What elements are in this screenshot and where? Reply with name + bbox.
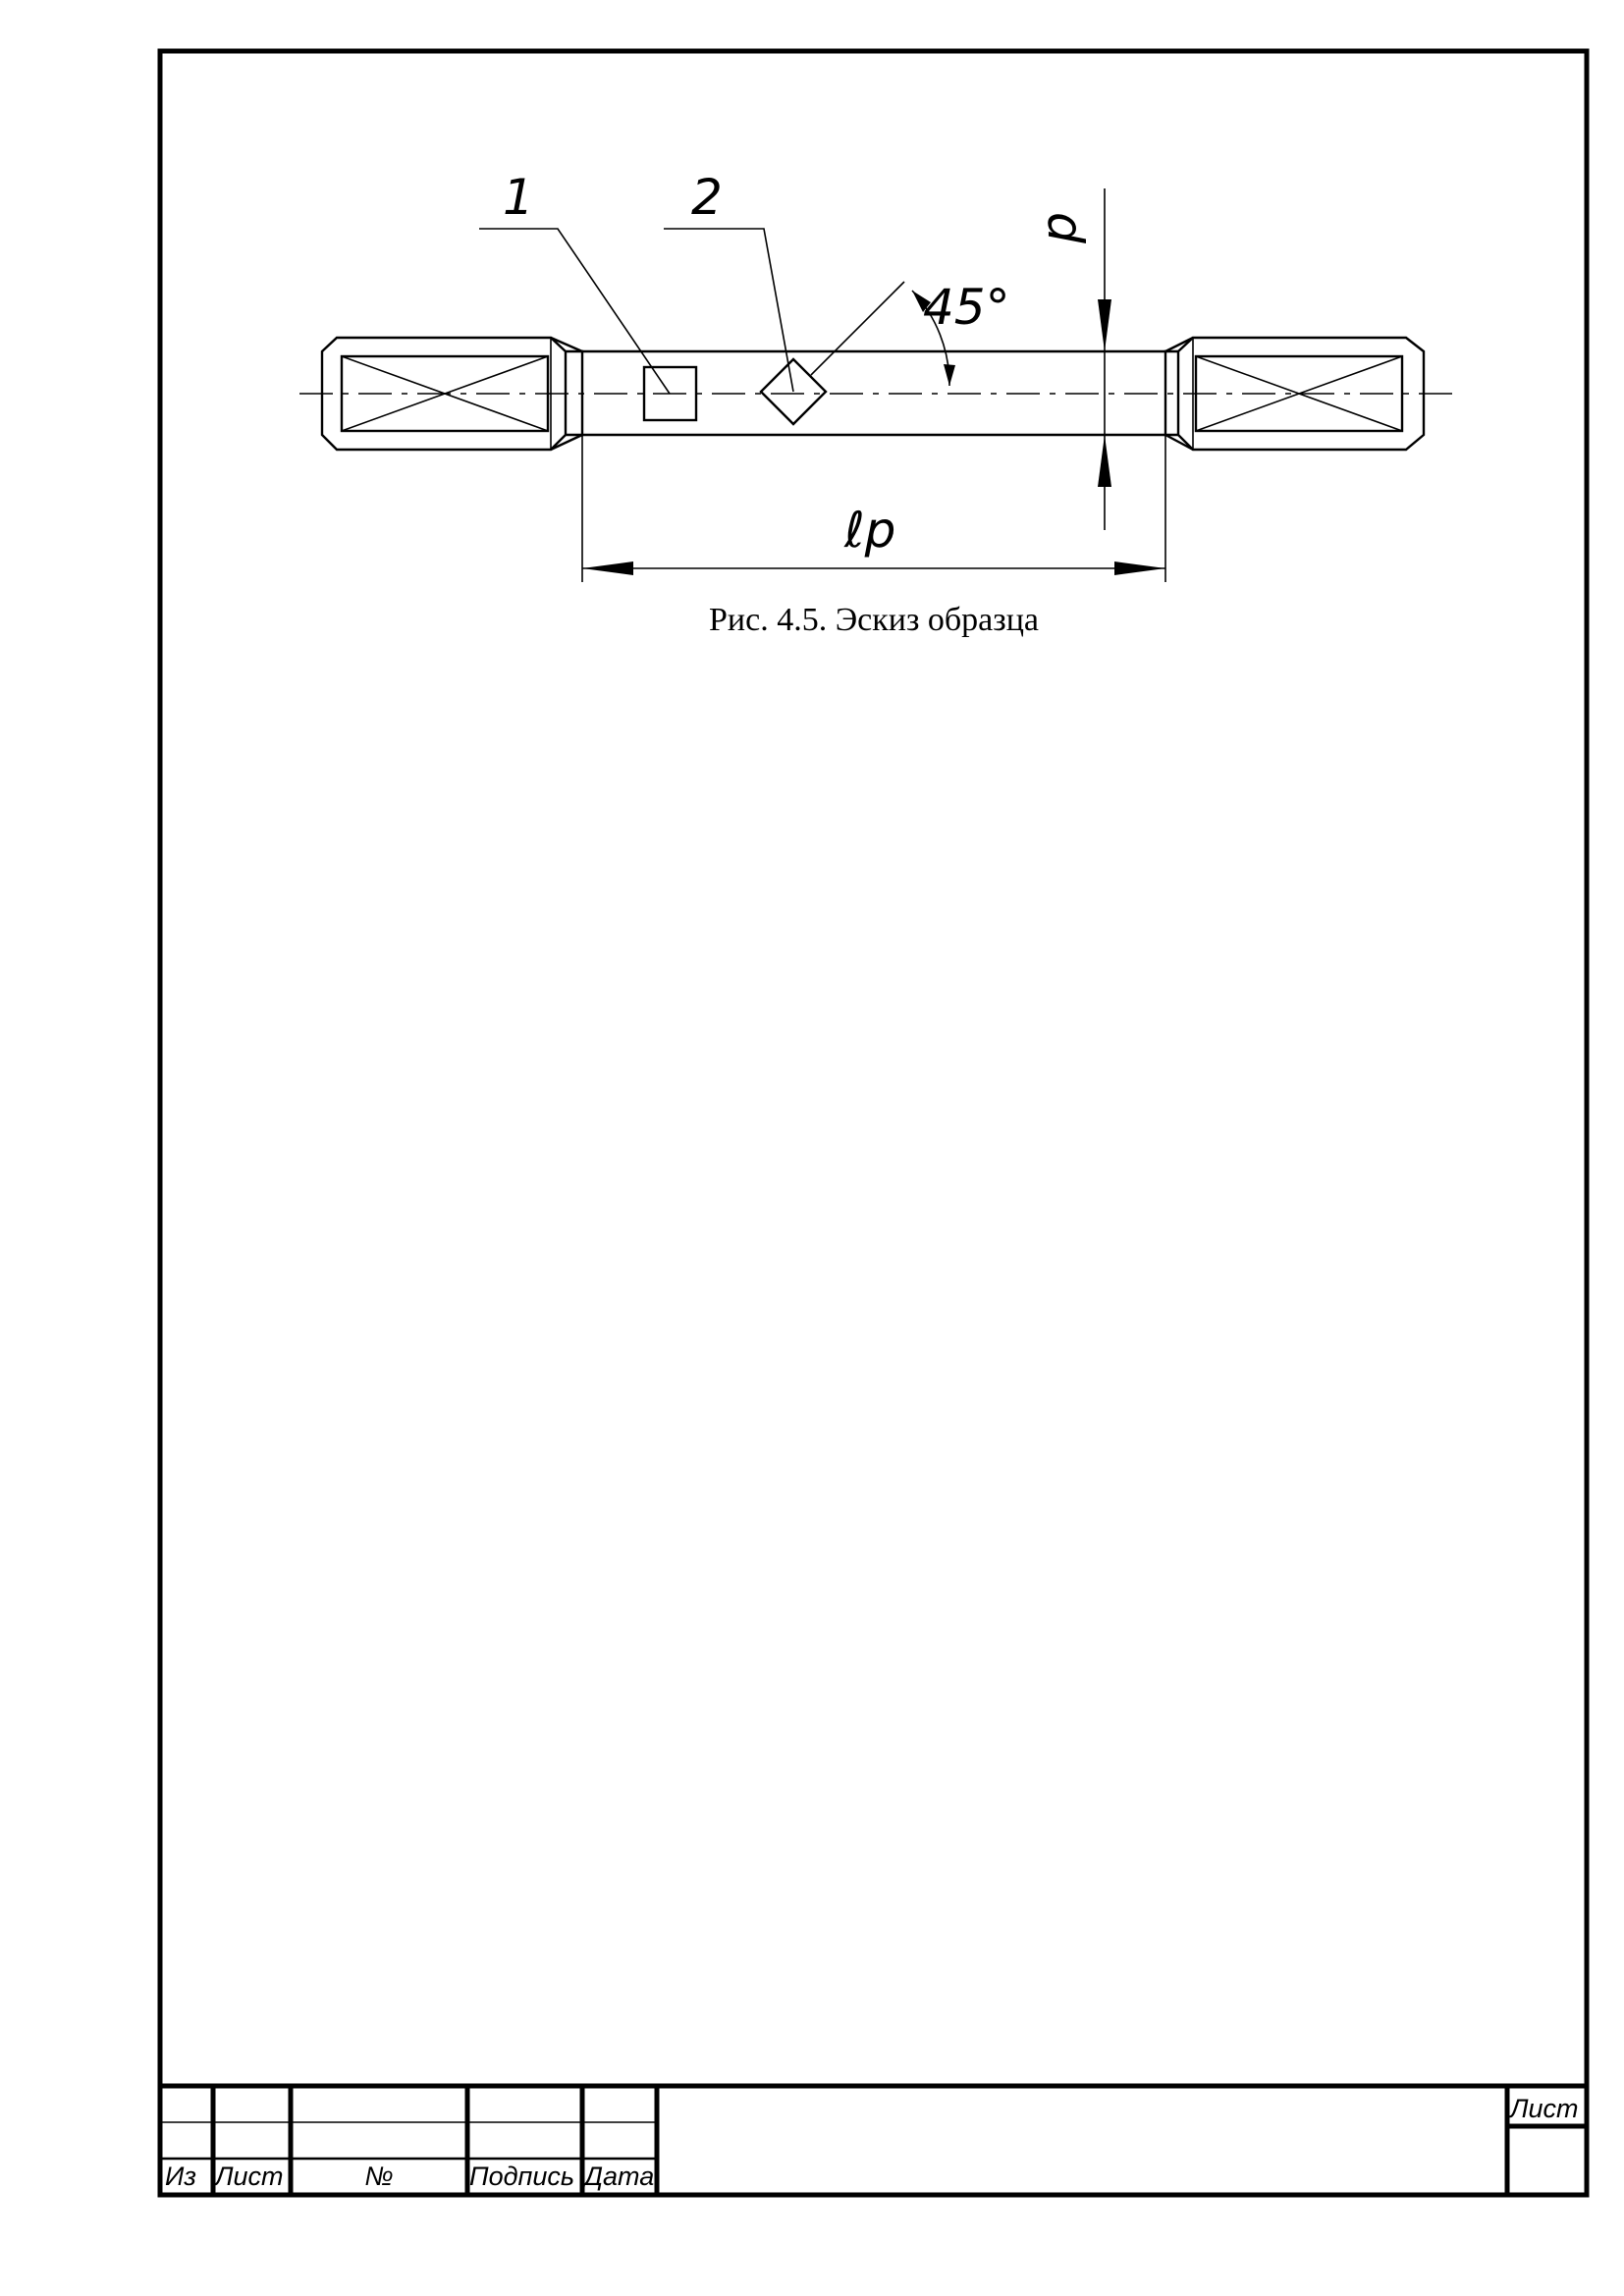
callout-1-label: 1 [503,169,534,226]
angle-label: 45° [923,279,1010,336]
specimen-sketch: 1 2 45° d ℓp [299,169,1455,582]
length-label: ℓp [843,502,895,559]
diameter-arrow-bottom [1098,435,1111,487]
header-change: Из [165,2162,196,2191]
header-date: Дата [581,2162,654,2191]
callout-2-leader [664,228,794,393]
right-grip [1176,336,1426,452]
header-doc-number: № [364,2162,393,2191]
diameter-label: d [1037,212,1094,243]
right-shoulder [1164,349,1178,437]
angle-extension-line [810,281,905,376]
title-block: Из Лист № Подпись Дата Лист [160,2083,1587,2195]
diameter-arrow-top [1098,299,1111,351]
sheet-label: Лист [1508,2094,1579,2123]
callout-1-leader [479,228,671,395]
callout-2-label: 2 [691,169,723,226]
strain-gauge-1 [642,365,698,422]
header-sheet: Лист [213,2162,284,2191]
sheet-frame [157,48,1590,2198]
length-arrow-left [582,561,633,575]
strain-gauge-2 [759,357,828,426]
header-signature: Подпись [469,2162,574,2191]
figure-caption: Рис. 4.5. Эскиз образца [709,602,1039,638]
length-arrow-right [1114,561,1165,575]
